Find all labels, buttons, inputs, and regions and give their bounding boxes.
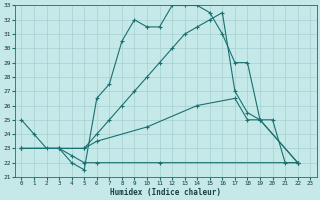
X-axis label: Humidex (Indice chaleur): Humidex (Indice chaleur) bbox=[110, 188, 221, 197]
